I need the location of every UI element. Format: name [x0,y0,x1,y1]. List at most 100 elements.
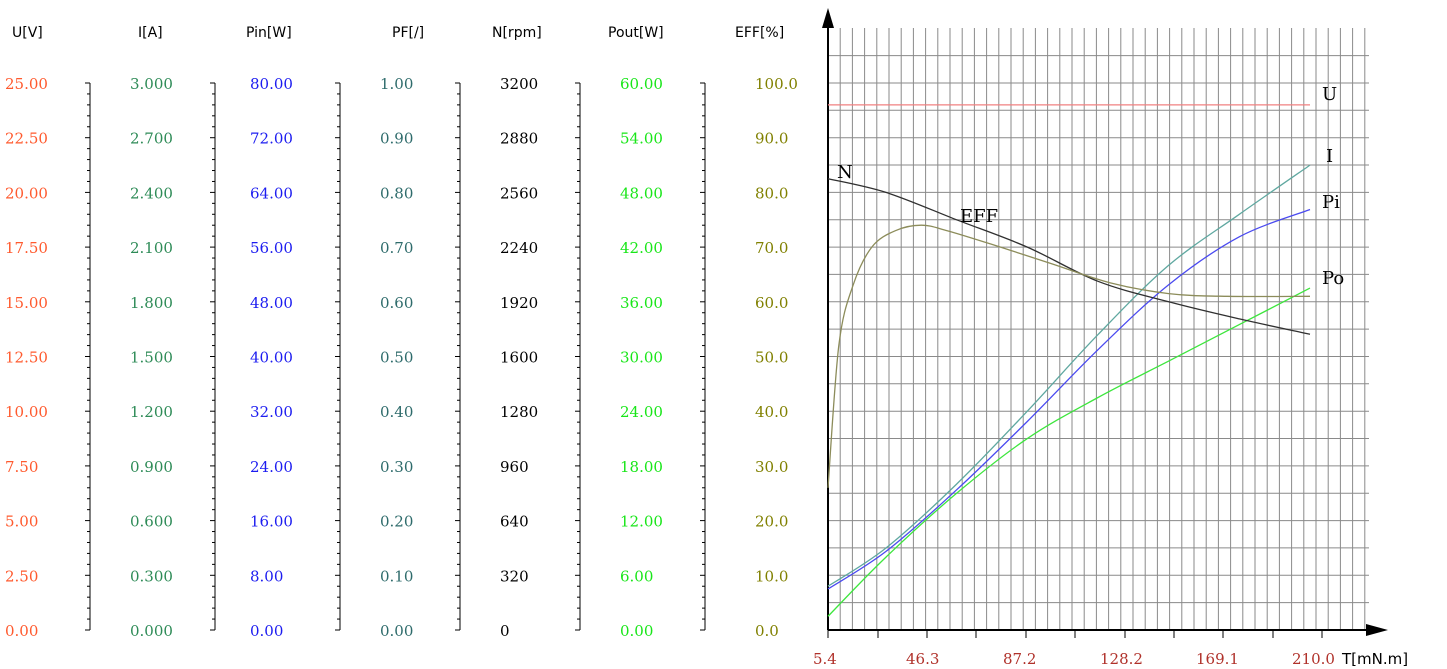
tick-label-eff: 100.0 [755,75,798,93]
series-line-eff [827,224,1311,488]
curve-label-eff: EFF [960,206,998,227]
series-lines [827,104,1311,617]
x-ticks: 5.4 46.3 87.2 128.2 169.1 210.0 T[mN.m] [813,630,1408,668]
curve-label-po: Po [1322,268,1344,289]
tick-label-pout: 0.00 [620,622,653,640]
tick-label-eff: 70.0 [755,239,788,257]
tick-label-pf: 0.60 [380,294,413,312]
axis-header-eff: EFF[%] [735,25,784,41]
tick-label-u: 10.00 [5,403,48,421]
tick-label-pin: 16.00 [250,513,293,531]
tick-label-pin: 40.00 [250,349,293,367]
tick-label-n: 960 [500,458,529,476]
tick-label-u: 0.00 [5,622,38,640]
tick-label-pin: 8.00 [250,567,283,585]
tick-label-pf: 1.00 [380,75,413,93]
axis-header-n: N[rpm] [492,25,542,41]
x-axis-label: T[mN.m] [1341,650,1408,668]
tick-label-pout: 30.00 [620,349,663,367]
tick-label-eff: 40.0 [755,403,788,421]
tick-label-pout: 36.00 [620,294,663,312]
tick-label-pout: 6.00 [620,567,653,585]
tick-label-n: 640 [500,513,529,531]
tick-label-pin: 24.00 [250,458,293,476]
axis-header-pin: Pin[W] [246,25,292,41]
tick-label-n: 2240 [500,239,538,257]
scale-bar-u [85,82,91,631]
tick-label-pout: 24.00 [620,403,663,421]
tick-label-pf: 0.00 [380,622,413,640]
tick-label-n: 1920 [500,294,538,312]
tick-label-pf: 0.20 [380,513,413,531]
tick-label-pout: 42.00 [620,239,663,257]
tick-label-pf: 0.40 [380,403,413,421]
tick-label-eff: 0.0 [755,622,779,640]
axis-header-pf: PF[/] [392,25,424,41]
x-tick-label: 169.1 [1196,650,1239,668]
tick-label-pin: 56.00 [250,239,293,257]
tick-label-i: 1.800 [130,294,173,312]
tick-label-n: 2880 [500,130,538,148]
tick-label-i: 0.300 [130,567,173,585]
tick-label-pin: 72.00 [250,130,293,148]
tick-label-pin: 32.00 [250,403,293,421]
tick-label-u: 25.00 [5,75,48,93]
grid [828,28,1369,631]
scale-bar-i [210,82,216,631]
tick-label-i: 2.400 [130,184,173,202]
tick-label-u: 12.50 [5,349,48,367]
tick-label-u: 15.00 [5,294,48,312]
tick-label-pf: 0.70 [380,239,413,257]
tick-label-eff: 50.0 [755,349,788,367]
tick-label-n: 1600 [500,349,538,367]
series-line-n [827,178,1311,335]
x-tick-label: 128.2 [1100,650,1143,668]
x-tick-label: 210.0 [1292,650,1335,668]
tick-label-pout: 18.00 [620,458,663,476]
tick-label-eff: 10.0 [755,567,788,585]
tick-label-eff: 30.0 [755,458,788,476]
tick-label-pf: 0.90 [380,130,413,148]
tick-label-n: 2560 [500,184,538,202]
curve-label-n: N [837,162,853,183]
tick-label-pf: 0.50 [380,349,413,367]
tick-label-i: 0.600 [130,513,173,531]
tick-label-pf: 0.30 [380,458,413,476]
tick-label-n: 320 [500,567,529,585]
tick-label-i: 0.900 [130,458,173,476]
tick-label-n: 0 [500,622,510,640]
tick-label-u: 20.00 [5,184,48,202]
curve-label-u: U [1322,84,1337,105]
y-axis-arrow-icon [822,8,834,28]
curve-labels: U I Pi Po N EFF [837,84,1344,289]
scale-bar-pf [455,82,461,631]
tick-label-pf: 0.10 [380,567,413,585]
tick-label-u: 7.50 [5,458,38,476]
tick-label-pf: 0.80 [380,184,413,202]
tick-label-pin: 64.00 [250,184,293,202]
tick-label-pout: 54.00 [620,130,663,148]
scale-bar-pout [700,82,706,631]
x-tick-label: 5.4 [813,650,837,668]
tick-label-pin: 80.00 [250,75,293,93]
tick-label-eff: 20.0 [755,513,788,531]
series-line-i [827,164,1311,587]
scale-columns: U[V]25.0022.5020.0017.5015.0012.5010.007… [5,25,798,640]
series-line-pi [827,208,1311,590]
tick-label-pin: 0.00 [250,622,283,640]
plot-axes [822,8,1388,636]
curve-label-i: I [1326,146,1333,167]
tick-label-n: 3200 [500,75,538,93]
tick-label-i: 3.000 [130,75,173,93]
series-line-po [827,287,1311,617]
x-axis-arrow-icon [1366,624,1388,636]
tick-label-i: 2.700 [130,130,173,148]
tick-label-n: 1280 [500,403,538,421]
scale-bar-n [575,82,581,631]
x-tick-label: 46.3 [906,650,939,668]
tick-label-pin: 48.00 [250,294,293,312]
tick-label-u: 17.50 [5,239,48,257]
curve-label-pi: Pi [1322,192,1340,213]
tick-label-u: 5.00 [5,513,38,531]
